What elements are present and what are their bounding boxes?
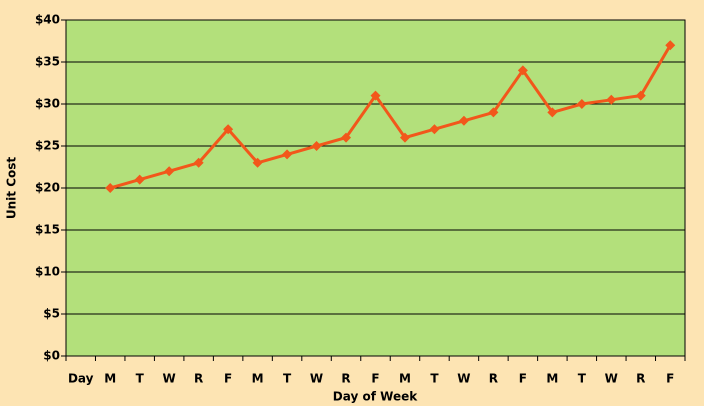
y-axis-title: Unit Cost (5, 157, 19, 220)
point (193, 157, 204, 168)
point (282, 149, 293, 160)
x-tick-label: M (104, 372, 116, 386)
point (458, 115, 469, 126)
x-tick-label: M (399, 372, 411, 386)
y-tick-label: $15 (35, 223, 60, 237)
point (665, 40, 676, 51)
x-tick-label: R (636, 372, 645, 386)
x-tick-label: R (194, 372, 203, 386)
point (311, 141, 322, 151)
x-tick-label: M (546, 372, 558, 386)
y-tick-label: $30 (35, 97, 60, 111)
y-tick-label: $20 (35, 181, 60, 195)
point (606, 94, 617, 105)
x-tick-label: M (252, 372, 264, 386)
y-tick-label: $40 (35, 13, 60, 27)
point (576, 99, 587, 109)
x-tick-label: Day (68, 372, 94, 386)
x-tick-label: F (519, 372, 527, 386)
x-tick-label: T (578, 372, 587, 386)
x-tick-label: R (341, 372, 350, 386)
x-tick-label: T (136, 372, 145, 386)
y-tick-label: $0 (43, 349, 60, 363)
point (399, 132, 410, 143)
point (429, 124, 440, 135)
x-tick-label: F (371, 372, 379, 386)
point (252, 157, 263, 168)
point (223, 124, 234, 135)
point (134, 174, 145, 185)
y-tick-label: $35 (35, 55, 60, 69)
x-tick-label: W (605, 372, 618, 386)
x-tick-label: T (283, 372, 292, 386)
point (105, 183, 116, 193)
point (635, 90, 646, 101)
point (341, 132, 352, 143)
y-tick-label: $5 (43, 307, 60, 321)
point (488, 107, 499, 118)
line (109, 44, 672, 190)
point (547, 107, 558, 118)
x-tick-label: W (163, 372, 176, 386)
x-tick-label: W (310, 372, 323, 386)
x-tick-label: T (430, 372, 439, 386)
y-tick-label: $25 (35, 139, 60, 153)
point (370, 90, 381, 101)
x-tick-label: R (489, 372, 498, 386)
x-axis-title: Day of Week (333, 390, 418, 404)
x-tick-label: F (224, 372, 232, 386)
x-tick-label: W (457, 372, 470, 386)
y-tick-label: $10 (35, 265, 60, 279)
x-tick-label: F (666, 372, 674, 386)
point (164, 166, 175, 177)
point (517, 65, 528, 76)
